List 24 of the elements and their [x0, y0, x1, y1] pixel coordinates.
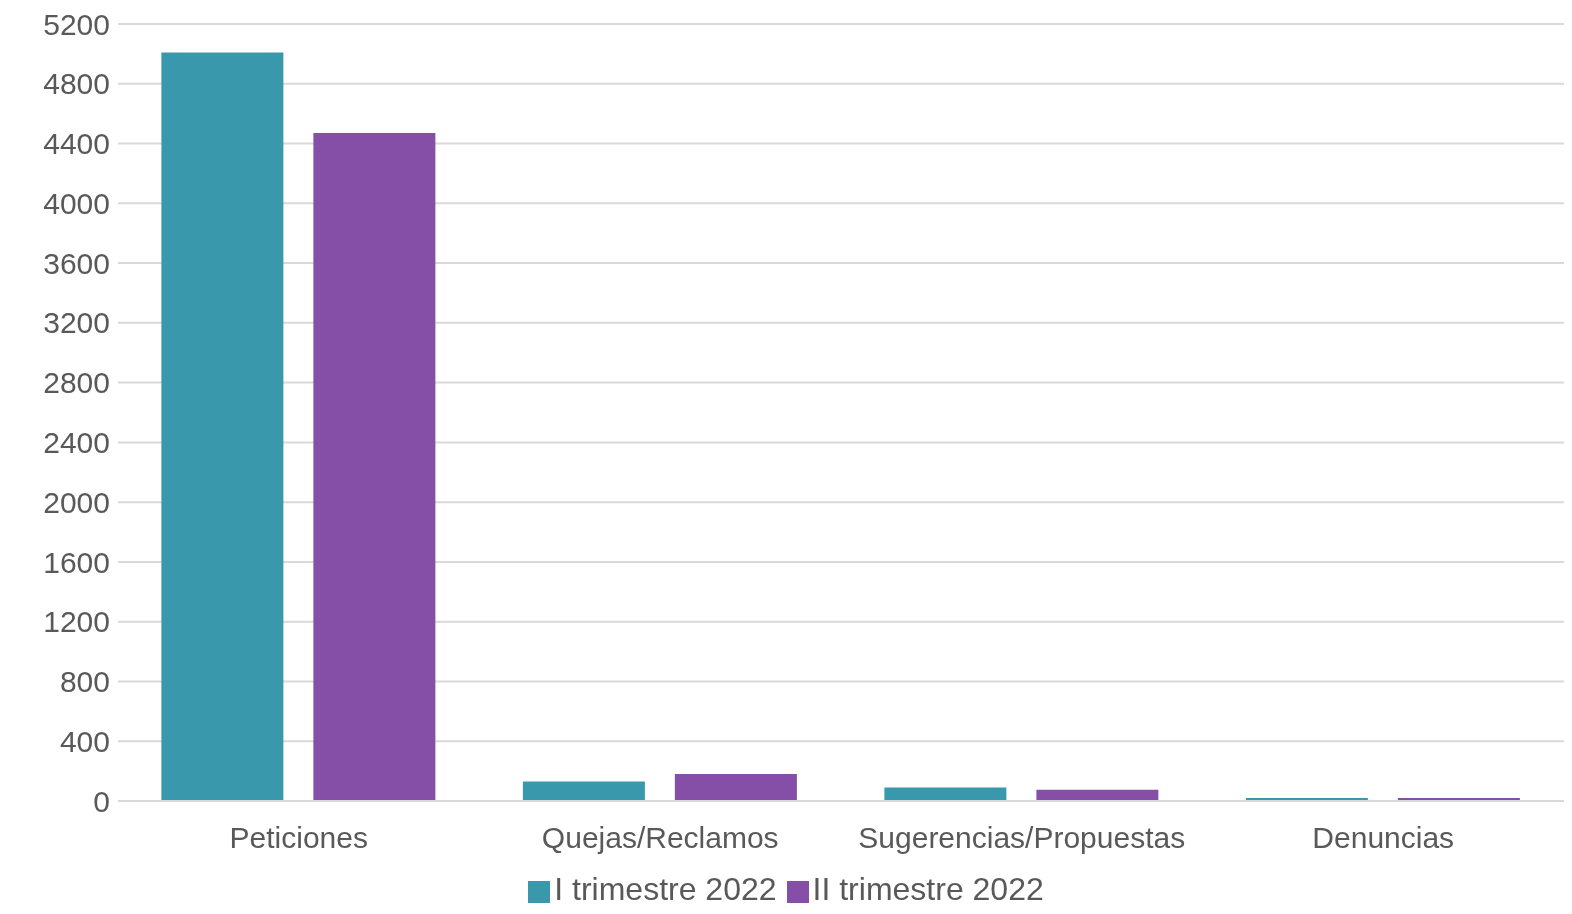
- y-tick-label: 2800: [43, 366, 110, 400]
- y-tick-label: 0: [93, 784, 110, 818]
- y-tick-label: 400: [59, 724, 110, 758]
- y-tick-label: 3200: [43, 306, 110, 340]
- x-tick-label: Sugerencias/Propuestas: [858, 821, 1186, 855]
- y-tick-label: 3600: [43, 246, 110, 280]
- y-tick-label: 2400: [43, 426, 110, 460]
- x-tick-label: Quejas/Reclamos: [541, 821, 779, 855]
- y-tick-label: 1600: [43, 545, 110, 579]
- y-tick-label: 2000: [43, 485, 110, 519]
- y-tick-label: 4800: [43, 67, 110, 101]
- y-tick-label: 5200: [43, 7, 110, 41]
- bar: [313, 133, 436, 801]
- x-tick-label: Peticiones: [229, 821, 368, 855]
- bar: [674, 774, 797, 801]
- y-tick-label: 4000: [43, 186, 110, 220]
- y-tick-label: 4400: [43, 127, 110, 161]
- y-tick-label: 1200: [43, 605, 110, 639]
- x-tick-label: Denuncias: [1312, 821, 1455, 855]
- y-tick-label: 800: [59, 665, 110, 699]
- bar: [161, 52, 284, 801]
- legend-label: II trimestre 2022: [812, 871, 1044, 907]
- legend-label: I trimestre 2022: [554, 871, 777, 907]
- bar: [522, 781, 645, 801]
